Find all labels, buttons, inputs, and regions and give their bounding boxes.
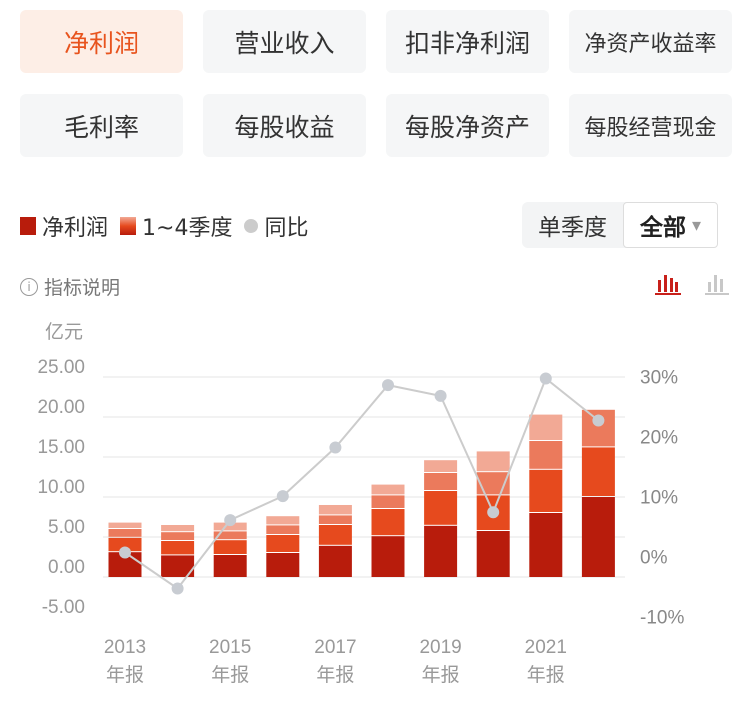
y2-tick-label: 10% bbox=[640, 488, 678, 509]
bar-segment-2016-Q1 bbox=[266, 553, 300, 577]
yoy-point-2013 bbox=[119, 546, 131, 559]
x-tick-sub: 年报 bbox=[422, 664, 460, 686]
all-dropdown[interactable]: 全部 ▾ bbox=[623, 202, 719, 248]
yoy-point-2022 bbox=[592, 414, 605, 427]
bar-segment-2022-Q1 bbox=[581, 497, 615, 577]
bar-segment-2019-Q4 bbox=[424, 460, 458, 472]
yoy-point-2016 bbox=[276, 490, 289, 503]
legend-swatch-quarters bbox=[120, 217, 137, 235]
bar-segment-2020-Q1 bbox=[476, 531, 510, 577]
tab-7[interactable]: 每股经营现金 bbox=[569, 94, 732, 157]
x-tick-year: 2021 bbox=[525, 637, 567, 658]
bar-segment-2017-Q3 bbox=[318, 515, 352, 524]
yoy-point-2014 bbox=[171, 582, 184, 595]
y-tick-label: 20.00 bbox=[37, 397, 85, 418]
bar-segment-2017-Q1 bbox=[318, 545, 352, 577]
chart-legend: 净利润 1~4季度 同比 bbox=[20, 210, 308, 242]
y2-tick-label: 0% bbox=[640, 548, 668, 569]
x-tick-sub: 年报 bbox=[211, 664, 249, 686]
legend-yoy: 同比 bbox=[264, 216, 309, 241]
x-tick-sub: 年报 bbox=[527, 664, 565, 686]
tab-2[interactable]: 扣非净利润 bbox=[386, 10, 549, 73]
y-tick-label: 0.00 bbox=[48, 557, 85, 578]
bar-segment-2016-Q2 bbox=[266, 535, 300, 552]
indicator-info-link[interactable]: i 指标说明 bbox=[20, 273, 120, 300]
x-tick-sub: 年报 bbox=[106, 664, 144, 686]
bar-segment-2022-Q2 bbox=[581, 447, 615, 496]
tab-3[interactable]: 净资产收益率 bbox=[569, 10, 732, 73]
bar-segment-2020-Q4 bbox=[476, 451, 510, 472]
all-label: 全部 bbox=[640, 215, 686, 241]
bar-segment-2021-Q4 bbox=[529, 414, 563, 440]
bar-segment-2017-Q2 bbox=[318, 525, 352, 545]
x-tick-sub: 年报 bbox=[316, 664, 354, 686]
bar-segment-2015-Q3 bbox=[213, 531, 247, 540]
bar-segment-2015-Q2 bbox=[213, 540, 247, 554]
bar-segment-2014-Q2 bbox=[161, 541, 195, 555]
x-tick-year: 2019 bbox=[419, 637, 461, 658]
bar-segment-2018-Q2 bbox=[371, 509, 405, 536]
bar-segment-2015-Q1 bbox=[213, 555, 247, 577]
tab-4[interactable]: 毛利率 bbox=[20, 94, 183, 157]
y-tick-label: -5.00 bbox=[42, 597, 85, 618]
y-tick-label: 25.00 bbox=[37, 357, 85, 378]
bar-segment-2014-Q1 bbox=[161, 555, 195, 577]
tab-1[interactable]: 营业收入 bbox=[203, 10, 366, 73]
yoy-line bbox=[124, 376, 600, 590]
bar-segment-2021-Q3 bbox=[529, 441, 563, 469]
bar-segment-2019-Q2 bbox=[424, 491, 458, 525]
y2-tick-label: 20% bbox=[640, 428, 678, 449]
y2-tick-label: 30% bbox=[640, 368, 678, 389]
bar-segment-2018-Q3 bbox=[371, 495, 405, 508]
stacked-bar-chart-icon[interactable] bbox=[655, 275, 681, 295]
bar-segment-2018-Q1 bbox=[371, 536, 405, 577]
bar-segment-2014-Q3 bbox=[161, 532, 195, 540]
bar-segment-2016-Q4 bbox=[266, 516, 300, 525]
bar-segment-2018-Q4 bbox=[371, 484, 405, 495]
info-icon: i bbox=[20, 277, 38, 296]
x-tick-year: 2013 bbox=[104, 637, 146, 658]
y-tick-label: 15.00 bbox=[37, 437, 85, 458]
bar-segment-2021-Q2 bbox=[529, 469, 563, 512]
yoy-point-2015 bbox=[224, 514, 237, 527]
bar-segment-2021-Q1 bbox=[529, 513, 563, 577]
yoy-point-2019 bbox=[434, 389, 447, 402]
single-quarter-button[interactable]: 单季度 bbox=[538, 215, 607, 241]
period-toggle: 单季度 全部 ▾ bbox=[522, 202, 719, 248]
yoy-point-2017 bbox=[329, 441, 342, 454]
tab-5[interactable]: 每股收益 bbox=[203, 94, 366, 157]
bar-segment-2015-Q4 bbox=[213, 522, 247, 531]
y-tick-label: 5.00 bbox=[48, 517, 85, 538]
x-tick-year: 2017 bbox=[314, 637, 356, 658]
y2-tick-label: -10% bbox=[640, 608, 684, 629]
legend-quarters: 1~4季度 bbox=[142, 216, 233, 241]
bar-segment-2017-Q4 bbox=[318, 505, 352, 515]
y-tick-label: 10.00 bbox=[37, 477, 85, 498]
legend-net-profit: 净利润 bbox=[42, 216, 109, 241]
bar-segment-2019-Q1 bbox=[424, 525, 458, 577]
bar-segment-2013-Q2 bbox=[108, 537, 142, 552]
yoy-point-2018 bbox=[382, 379, 394, 392]
grouped-bar-chart-icon[interactable] bbox=[705, 275, 729, 295]
tab-6[interactable]: 每股净资产 bbox=[386, 94, 549, 157]
yoy-point-2020 bbox=[487, 506, 500, 519]
chevron-down-icon: ▾ bbox=[692, 214, 702, 236]
tab-0[interactable]: 净利润 bbox=[20, 10, 183, 73]
bar-segment-2016-Q3 bbox=[266, 525, 300, 534]
yoy-point-2021 bbox=[539, 372, 552, 385]
bar-segment-2013-Q4 bbox=[108, 522, 142, 528]
bar-segment-2019-Q3 bbox=[424, 473, 458, 490]
legend-swatch-net-profit bbox=[20, 217, 36, 235]
indicator-info-label: 指标说明 bbox=[44, 277, 121, 299]
bar-segment-2014-Q4 bbox=[161, 525, 195, 532]
legend-dot-yoy bbox=[244, 219, 259, 233]
bar-segment-2013-Q3 bbox=[108, 529, 142, 537]
x-tick-year: 2015 bbox=[209, 637, 251, 658]
y-axis-title: 亿元 bbox=[45, 321, 83, 343]
